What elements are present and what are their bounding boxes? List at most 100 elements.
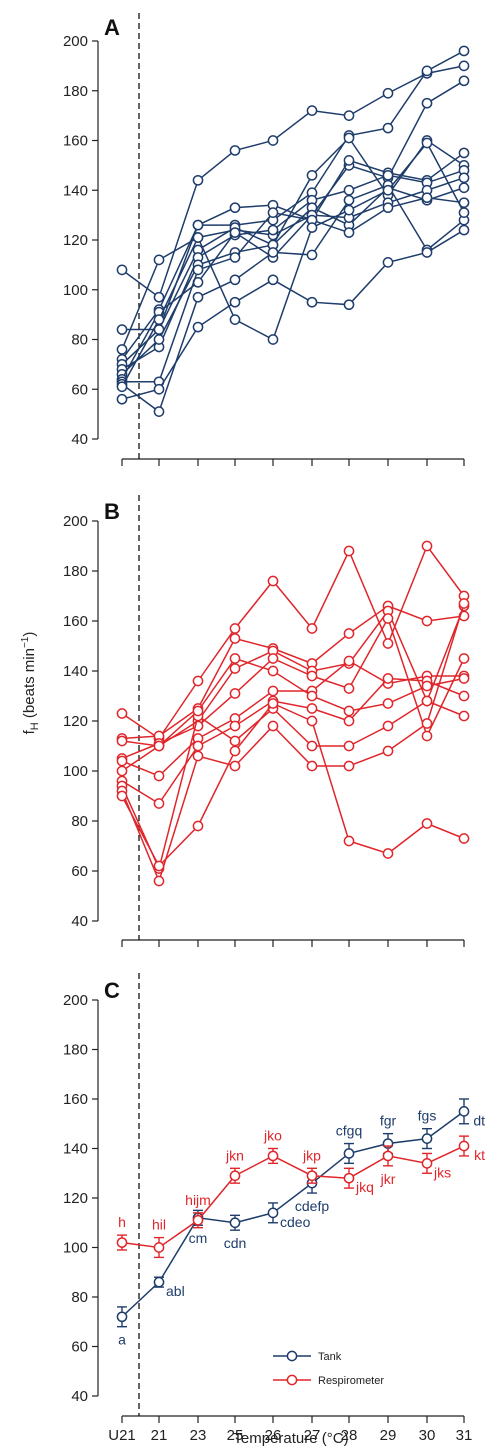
significance-label: kt <box>474 1147 485 1163</box>
panel-A: 40 60 80 100 120 140 160 180 200 A <box>63 13 470 466</box>
data-point <box>229 145 241 156</box>
data-point <box>153 770 165 782</box>
data-point <box>343 194 355 206</box>
panel-letter: A <box>104 15 120 40</box>
data-point <box>267 247 279 258</box>
data-point <box>153 334 165 345</box>
data-point <box>382 1150 394 1162</box>
data-point <box>382 122 394 134</box>
data-point <box>343 132 355 144</box>
data-point <box>382 87 394 99</box>
significance-label: cdeo <box>280 1214 311 1230</box>
legend: Tank Respirometer <box>273 1350 384 1387</box>
series-line <box>121 186 465 375</box>
series-line <box>121 177 465 380</box>
data-point <box>116 393 128 405</box>
series-line <box>121 605 465 740</box>
data-point <box>458 1140 470 1152</box>
y-tick-label: 60 <box>71 381 88 398</box>
data-point <box>458 60 470 72</box>
data-point <box>343 155 355 166</box>
data-point <box>382 202 394 214</box>
data-point <box>153 860 165 872</box>
significance-label: cdn <box>224 1235 247 1251</box>
series-4 <box>116 613 470 764</box>
data-point <box>343 683 355 694</box>
data-point <box>116 790 128 802</box>
y-tick-label: 160 <box>63 613 88 630</box>
data-point <box>116 755 128 767</box>
data-point <box>382 848 394 859</box>
series-line <box>121 657 465 772</box>
y-tick-label: 200 <box>63 992 88 1009</box>
data-point <box>116 264 128 276</box>
y-tick-label: 200 <box>63 33 88 50</box>
significance-label: fgs <box>418 1108 437 1124</box>
data-point <box>306 222 318 233</box>
data-point <box>267 685 279 697</box>
series-line <box>121 677 465 805</box>
y-tick-label: 160 <box>63 1091 88 1108</box>
data-point <box>229 227 241 238</box>
significance-label: hijm <box>185 1192 211 1208</box>
significance-label: hil <box>152 1217 166 1233</box>
data-point <box>343 760 355 772</box>
data-point <box>458 75 470 87</box>
series-8 <box>116 598 470 887</box>
data-point <box>153 875 165 887</box>
data-point <box>458 710 470 722</box>
series-6 <box>116 673 470 809</box>
data-point <box>229 720 241 732</box>
data-point <box>229 314 241 325</box>
data-point <box>421 97 433 109</box>
data-point <box>229 1217 241 1229</box>
data-point <box>267 334 279 345</box>
data-point <box>382 745 394 757</box>
data-point <box>421 1158 433 1169</box>
data-point <box>306 690 318 702</box>
data-point <box>382 613 394 624</box>
data-point <box>229 252 241 263</box>
significance-label: cfgq <box>336 1123 362 1139</box>
data-point <box>343 715 355 727</box>
legend-marker <box>286 1350 298 1362</box>
data-point <box>267 224 279 236</box>
data-point <box>343 705 355 717</box>
legend-label: Tank <box>318 1351 342 1363</box>
significance-label: jkn <box>225 1147 244 1163</box>
data-point <box>382 638 394 649</box>
data-point <box>229 202 241 214</box>
panel-B: 40 60 80 100 120 140 160 180 200 B <box>63 495 470 947</box>
data-point <box>229 296 241 308</box>
data-point <box>306 249 318 261</box>
data-point <box>458 207 470 218</box>
data-point <box>421 540 433 552</box>
data-point <box>343 1172 355 1184</box>
data-point <box>306 296 318 308</box>
data-point <box>153 1242 165 1253</box>
significance-label: jkq <box>355 1179 374 1195</box>
x-tick-label: 29 <box>380 1427 397 1444</box>
series-line <box>121 702 465 868</box>
series-1 <box>116 60 470 303</box>
data-point <box>458 653 470 664</box>
data-point <box>458 598 470 609</box>
data-point <box>192 174 204 186</box>
data-point <box>382 720 394 732</box>
data-point <box>421 192 433 204</box>
y-tick-label: 200 <box>63 513 88 530</box>
series-9 <box>116 192 470 388</box>
data-point <box>458 833 470 844</box>
y-tick-label: 80 <box>71 332 88 349</box>
y-tick-label: 120 <box>63 713 88 730</box>
data-point <box>229 653 241 664</box>
y-tick-label: 60 <box>71 863 88 880</box>
data-point <box>458 45 470 57</box>
series-line <box>121 136 465 365</box>
series-9 <box>116 698 470 872</box>
data-point <box>229 735 241 747</box>
data-point <box>306 703 318 714</box>
data-point <box>192 740 204 752</box>
y-tick-label: 180 <box>63 83 88 100</box>
